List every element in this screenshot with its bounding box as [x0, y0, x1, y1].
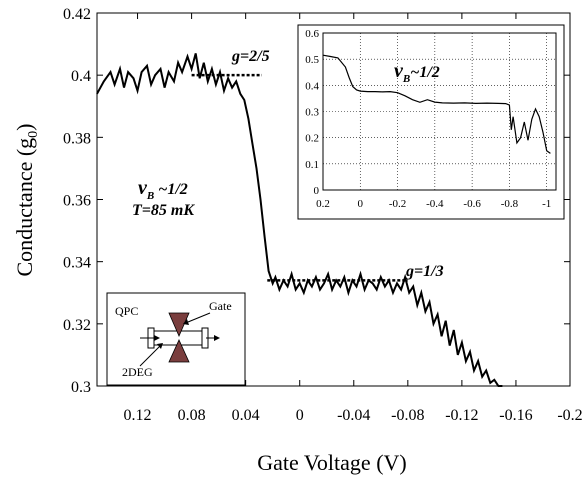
top-gate-icon: [168, 312, 190, 338]
inset-x-tick-label: 0.2: [316, 198, 330, 210]
main-x-tick-label: -0.2: [557, 407, 582, 424]
filling-factor-label: νB ~1/2: [138, 177, 188, 202]
main-reference-lines: [191, 73, 408, 282]
twodeg-pointer-icon: [139, 345, 161, 367]
main-y-tick-label: 0.42: [63, 6, 91, 23]
gate-pointer-head-icon: [183, 319, 189, 325]
main-y-tick-label: 0.32: [63, 317, 91, 334]
inset-background: [297, 24, 565, 220]
ref-label-one-third: g=1/3: [405, 263, 444, 280]
temperature-label: T=85 mK: [132, 202, 195, 219]
qpc-schematic: QPC Gate 2DEG: [106, 292, 246, 386]
inset-y-tick-label: 0.1: [305, 159, 319, 171]
main-y-tick-label: 0.38: [63, 130, 91, 147]
current-arrowhead-right-icon: [214, 335, 220, 341]
inset-y-tick-label: 0.6: [305, 28, 319, 40]
qpc-label: QPC: [115, 304, 138, 318]
main-y-tick-label: 0.34: [63, 255, 91, 272]
main-x-tick-label: -0.04: [337, 407, 370, 424]
inset-y-tick-label: 0.4: [305, 80, 319, 92]
main-x-tick-label: 0.04: [232, 407, 260, 424]
inset-y-tick-label: 0.2: [305, 133, 319, 145]
inset-x-tick-label: -0.8: [501, 198, 519, 210]
inset-chart: 0.2 0 -0.2 -0.4 -0.6 -0.8 -1 00.10.20.30.40.50…: [297, 24, 565, 220]
main-x-ticks: 0.12 0.08 0.04 0 -0.04 -0.08 -0.12 -0.16 -0.2: [124, 13, 583, 424]
main-x-tick-label: -0.12: [445, 407, 478, 424]
main-x-tick-label: -0.08: [391, 407, 424, 424]
bottom-gate-icon: [168, 339, 190, 363]
inset-x-tick-label: 0: [358, 198, 364, 210]
main-x-tick-label: -0.16: [499, 407, 532, 424]
gate-pointer-icon: [187, 312, 211, 323]
y-axis-title: Conductance (g0): [12, 124, 41, 277]
main-chart: 0.12 0.08 0.04 0 -0.04 -0.08 -0.12 -0.16 -0.2 0.…: [12, 6, 583, 475]
main-series-line: [96, 53, 503, 387]
x-axis-title: Gate Voltage (V): [257, 450, 406, 475]
main-y-tick-label: 0.3: [71, 379, 91, 396]
main-y-tick-label: 0.4: [71, 68, 91, 85]
ref-label-two-fifths: g=2/5: [231, 48, 270, 65]
twodeg-label: 2DEG: [122, 365, 153, 379]
inset-y-ticks: 0 0.1 0.2 0.3 0.4 0.5 0.6: [305, 28, 319, 197]
gate-label: Gate: [209, 299, 232, 313]
inset-x-tick-label: -0.4: [426, 198, 444, 210]
inset-y-tick-label: 0: [314, 185, 320, 197]
current-arrowhead-left-icon: [154, 335, 160, 341]
inset-y-tick-label: 0.3: [305, 107, 319, 119]
inset-y-tick-label: 0.5: [305, 54, 319, 66]
inset-x-tick-label: -0.2: [389, 198, 406, 210]
main-x-tick-label: 0.12: [124, 407, 152, 424]
main-x-tick-label: 0.08: [178, 407, 206, 424]
main-y-ticks: 0.3 0.32 0.34 0.36 0.38 0.4 0.42: [63, 6, 570, 396]
inset-plot-frame: [322, 32, 557, 191]
inset-x-ticks: 0.2 0 -0.2 -0.4 -0.6 -0.8 -1: [316, 198, 551, 210]
inset-x-tick-label: -0.6: [463, 198, 481, 210]
main-x-tick-label: 0: [296, 407, 304, 424]
twodeg-pointer-head-icon: [157, 343, 163, 349]
main-y-tick-label: 0.36: [63, 193, 91, 210]
inset-series-line: [322, 54, 551, 154]
inset-x-tick-label: -1: [542, 198, 551, 210]
inset-filling-factor-label: νB~1/2: [394, 60, 440, 85]
